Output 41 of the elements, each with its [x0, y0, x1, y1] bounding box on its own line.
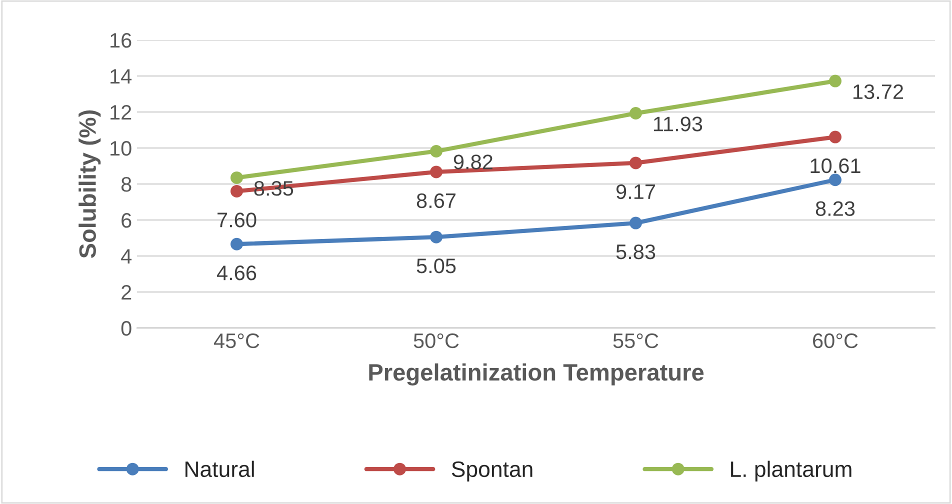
y-tick-label: 8 — [121, 177, 132, 192]
point — [430, 230, 442, 244]
point — [829, 130, 842, 144]
data-label: 10.61 — [810, 158, 860, 174]
legend-label: L. plantarum — [731, 460, 852, 482]
x-tick-label: 50°C — [414, 333, 459, 348]
x-tick-label: 55°C — [613, 333, 658, 348]
y-tick-label: 14 — [110, 69, 132, 84]
y-axis-title: Solubility (%) — [78, 110, 101, 258]
point — [430, 166, 442, 178]
point — [630, 216, 642, 230]
legend-label: Natural — [186, 460, 254, 478]
y-tick-label: 12 — [110, 105, 132, 120]
data-label: 5.83 — [616, 244, 656, 260]
data-label: 7.60 — [218, 212, 256, 228]
y-tick-label: 10 — [110, 141, 132, 156]
point — [430, 144, 442, 158]
data-label: 9.17 — [616, 184, 655, 200]
x-tick-label: 60°C — [813, 333, 858, 348]
point — [230, 171, 243, 184]
data-label: 5.05 — [416, 258, 456, 274]
point — [630, 107, 642, 120]
y-tick-label: 0 — [121, 321, 132, 336]
y-tick-label: 6 — [122, 213, 132, 228]
point — [230, 184, 243, 198]
data-label: 13.72 — [854, 84, 904, 100]
point — [230, 238, 243, 250]
data-label: 9.82 — [454, 154, 492, 170]
data-label: 11.93 — [654, 116, 702, 132]
y-tick-label: 4 — [121, 249, 132, 264]
data-label: 8.23 — [816, 201, 855, 216]
point — [829, 74, 842, 88]
legend-label: Spontan — [452, 461, 532, 482]
x-tick-label: 45°C — [214, 333, 260, 348]
data-label: 4.66 — [216, 266, 256, 280]
y-tick-label: 16 — [110, 33, 132, 48]
data-label: 8.67 — [416, 193, 456, 208]
x-axis-title: Pregelatinization Temperature — [369, 363, 704, 386]
point — [630, 156, 642, 170]
y-tick-label: 2 — [122, 285, 132, 300]
point — [829, 174, 842, 186]
